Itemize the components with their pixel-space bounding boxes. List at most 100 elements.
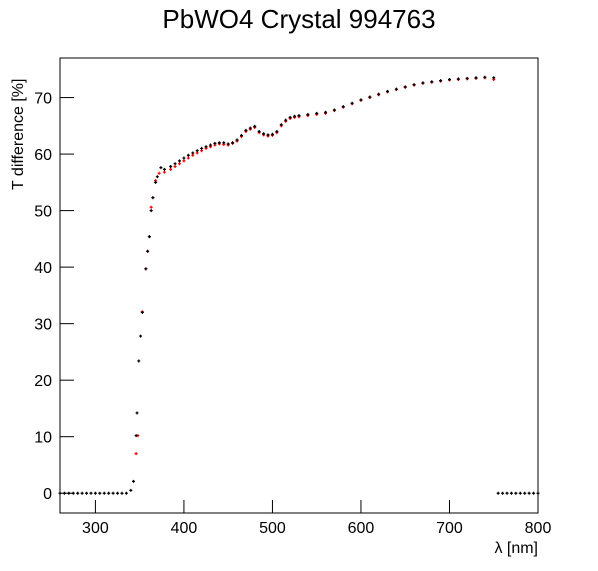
data-point [403, 85, 407, 89]
data-point [107, 491, 111, 495]
x-axis-label: λ [nm] [494, 540, 538, 557]
x-tick-label: 300 [82, 520, 109, 537]
data-point [147, 235, 151, 239]
data-point [527, 491, 531, 495]
data-point [257, 129, 261, 133]
data-point [200, 146, 204, 150]
data-point [359, 98, 363, 102]
data-point [217, 141, 221, 145]
data-point [169, 167, 173, 171]
data-point [186, 156, 190, 160]
y-tick-label: 30 [34, 317, 52, 334]
y-tick-label: 10 [34, 430, 52, 447]
data-point [173, 162, 177, 166]
data-point [412, 83, 416, 87]
data-point [182, 156, 186, 160]
data-point [284, 118, 288, 122]
data-point [341, 105, 345, 109]
data-point [394, 87, 398, 91]
data-point [293, 114, 297, 118]
data-point [523, 491, 527, 495]
data-point [178, 159, 181, 163]
data-point [162, 167, 166, 171]
data-point [231, 141, 235, 145]
data-point [178, 162, 181, 166]
data-point [98, 491, 102, 495]
data-point [332, 108, 336, 112]
data-point [266, 133, 270, 137]
data-point [71, 491, 75, 495]
data-point [80, 491, 84, 495]
data-point [244, 128, 248, 132]
data-point [439, 79, 443, 83]
data-point [85, 491, 89, 495]
data-point [213, 141, 217, 145]
data-point [239, 133, 243, 137]
data-point [154, 180, 158, 184]
data-point [134, 434, 138, 438]
data-point [509, 491, 513, 495]
data-point [421, 81, 425, 85]
data-point [235, 138, 239, 142]
data-point [93, 491, 97, 495]
data-point [191, 151, 195, 155]
data-point [159, 166, 163, 170]
data-point [315, 111, 319, 115]
data-point [222, 141, 226, 145]
data-point [483, 75, 487, 79]
data-point [149, 209, 153, 213]
y-axis-label: T difference [%] [10, 79, 27, 190]
data-point [76, 491, 80, 495]
data-point [111, 491, 115, 495]
plot-frame [59, 57, 539, 514]
data-point [518, 491, 522, 495]
data-point [116, 491, 120, 495]
data-point [501, 491, 505, 495]
data-point [532, 491, 536, 495]
data-point [139, 334, 143, 338]
data-point [456, 77, 460, 81]
data-point [131, 479, 135, 483]
y-tick-label: 40 [34, 260, 52, 277]
data-point [505, 491, 509, 495]
data-point [182, 159, 186, 163]
y-tick-label: 60 [34, 147, 52, 164]
data-point [58, 491, 62, 495]
x-tick-label: 600 [348, 520, 375, 537]
data-point [492, 76, 496, 80]
data-point [140, 310, 144, 314]
data-point [195, 149, 199, 153]
data-point [134, 452, 138, 456]
data-point [306, 113, 310, 117]
chart-title: PbWO4 Crystal 994763 [162, 4, 435, 34]
data-point [102, 491, 106, 495]
data-point [350, 101, 354, 105]
data-point [162, 170, 166, 174]
data-point [151, 196, 155, 200]
data-point [496, 491, 500, 495]
data-point [67, 491, 71, 495]
data-point [288, 115, 292, 119]
data-point [124, 491, 128, 495]
data-point [262, 132, 266, 136]
data-point [89, 491, 93, 495]
data-point [447, 77, 451, 81]
data-point [146, 249, 150, 253]
data-point [368, 95, 372, 99]
data-point [149, 205, 153, 209]
data-point [169, 165, 173, 169]
data-point [248, 126, 252, 130]
data-point [430, 80, 434, 84]
x-tick-label: 400 [171, 520, 198, 537]
data-point [377, 92, 381, 96]
data-point [474, 76, 478, 80]
x-tick-label: 500 [259, 520, 286, 537]
data-point [204, 145, 208, 149]
y-tick-label: 70 [34, 91, 52, 108]
data-point [129, 488, 133, 492]
data-point [226, 142, 230, 146]
data-point [62, 491, 66, 495]
data-point [120, 491, 124, 495]
